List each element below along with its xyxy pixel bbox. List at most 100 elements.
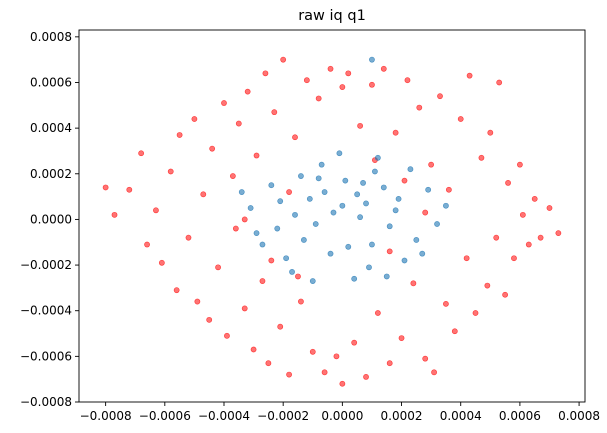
data-point	[386, 360, 393, 367]
x-tick-label: 0.0004	[440, 409, 482, 423]
y-axis: −0.0008 −0.0006 −0.0004 −0.0002 0.0000 0.0002…	[20, 30, 79, 409]
data-point	[463, 255, 470, 262]
data-point	[457, 116, 464, 122]
data-point	[333, 353, 340, 360]
data-point	[345, 243, 352, 250]
data-point	[345, 70, 352, 77]
data-point	[342, 177, 349, 184]
data-point	[451, 328, 458, 335]
data-point	[292, 211, 298, 218]
y-tick-label: −0.0002	[20, 258, 72, 272]
data-point	[395, 195, 402, 202]
data-point	[191, 116, 198, 122]
data-point	[158, 259, 165, 266]
y-tick-label: −0.0006	[20, 349, 72, 363]
data-point	[312, 221, 319, 227]
data-point	[374, 310, 381, 316]
data-point	[298, 298, 304, 305]
data-point	[144, 241, 150, 248]
data-point	[511, 255, 517, 262]
data-point	[517, 161, 523, 168]
data-point	[277, 323, 284, 330]
data-point	[422, 209, 429, 216]
data-point	[262, 70, 269, 77]
data-point	[286, 189, 292, 195]
data-point	[369, 81, 375, 88]
data-point	[478, 154, 485, 161]
data-point	[292, 134, 298, 141]
chart-title: raw iq q1	[298, 8, 366, 24]
data-point	[330, 209, 337, 216]
data-point	[271, 109, 278, 116]
data-point	[209, 145, 216, 152]
data-point	[235, 120, 242, 127]
data-point	[383, 273, 390, 280]
data-point	[386, 223, 393, 230]
data-point	[354, 191, 361, 198]
data-point	[484, 282, 491, 289]
data-point	[401, 257, 408, 264]
data-point	[401, 177, 408, 184]
data-point	[487, 129, 494, 136]
y-tick-label: 0.0000	[30, 212, 72, 226]
data-point	[283, 255, 290, 262]
data-point	[339, 84, 346, 90]
data-point	[410, 280, 417, 287]
data-point	[392, 129, 399, 136]
data-point	[425, 186, 432, 193]
data-point	[363, 200, 369, 207]
data-point	[386, 248, 393, 255]
data-point	[357, 214, 364, 221]
x-tick-label: −0.0002	[257, 409, 309, 423]
data-point	[241, 305, 248, 312]
data-point	[413, 237, 420, 243]
data-point	[200, 191, 207, 198]
data-point	[443, 300, 449, 307]
data-point	[253, 152, 260, 159]
data-point	[537, 234, 544, 241]
data-point	[404, 77, 411, 84]
data-point	[445, 186, 452, 193]
data-point	[215, 264, 221, 271]
data-point	[519, 211, 526, 218]
data-point	[416, 104, 423, 111]
data-point	[277, 198, 284, 205]
data-point	[238, 189, 245, 195]
data-point	[286, 371, 292, 378]
data-point	[289, 269, 295, 275]
data-point	[259, 241, 266, 248]
data-point	[268, 257, 275, 264]
data-point	[472, 310, 479, 316]
data-point	[360, 180, 366, 186]
data-point	[428, 161, 435, 168]
data-point	[274, 225, 281, 232]
data-point	[531, 195, 538, 202]
data-point	[437, 93, 443, 100]
x-axis: −0.0008 −0.0006 −0.0004 −0.0002 0.0000 0.0002…	[80, 402, 600, 423]
data-point	[206, 316, 213, 323]
data-point	[351, 275, 358, 282]
data-point	[309, 278, 316, 284]
data-point	[138, 150, 145, 157]
points-layer	[102, 56, 562, 387]
plot-area-frame	[78, 29, 586, 403]
data-point	[336, 150, 343, 157]
data-point	[372, 168, 378, 175]
data-point	[431, 369, 437, 376]
data-point	[247, 205, 254, 211]
data-point	[102, 184, 109, 191]
data-point	[366, 264, 372, 271]
y-tick-label: 0.0008	[30, 30, 72, 44]
data-point	[173, 287, 180, 294]
data-point	[298, 173, 304, 179]
series-1	[102, 56, 562, 387]
data-point	[318, 161, 325, 168]
data-point	[232, 225, 239, 232]
data-point	[224, 332, 230, 339]
data-point	[466, 72, 473, 79]
data-point	[392, 207, 399, 214]
data-point	[443, 202, 449, 209]
data-point	[126, 186, 133, 193]
x-tick-label: −0.0004	[198, 409, 250, 423]
